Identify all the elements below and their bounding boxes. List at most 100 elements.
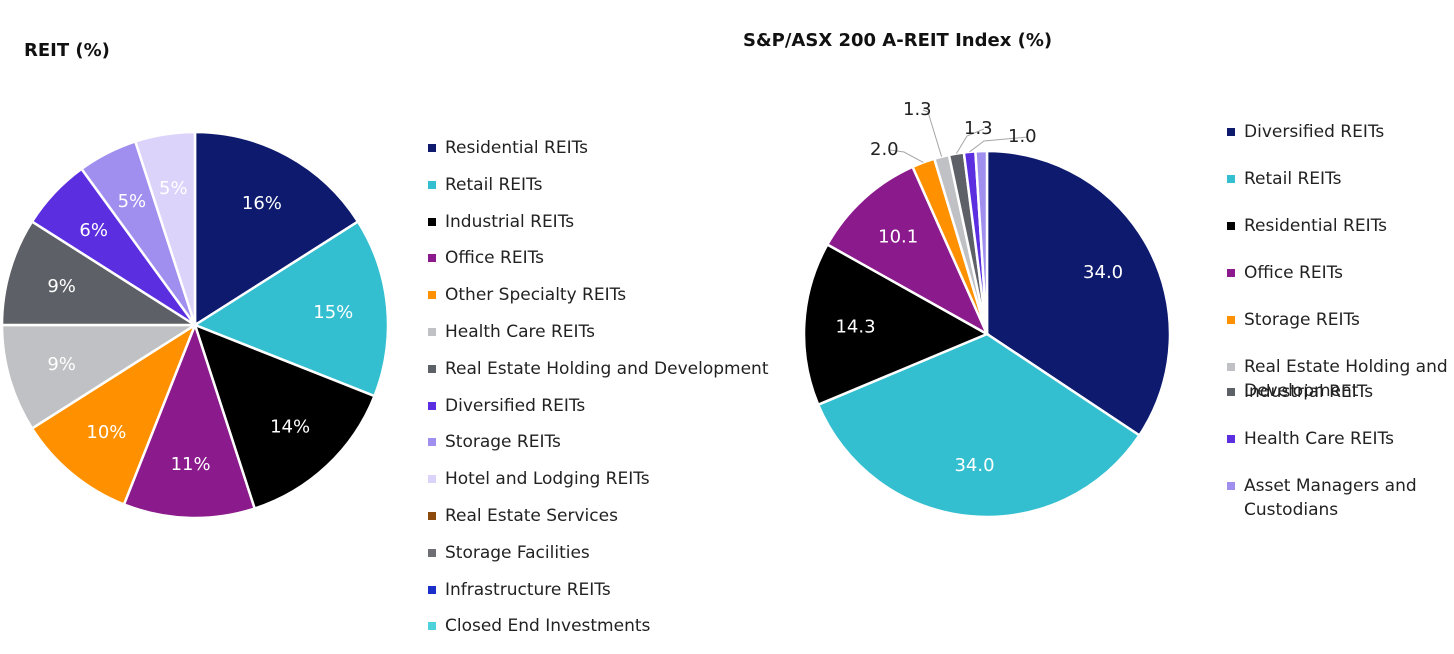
legend-item-closed-end-investments: Closed End Investments (428, 614, 788, 638)
legend-item-diversified-reits: Diversified REITs (1227, 120, 1451, 144)
legend-item-retail-reits: Retail REITs (428, 173, 788, 197)
legend-label: Residential REITs (1244, 216, 1388, 236)
legend-item-office-reits: Office REITs (428, 246, 788, 270)
pie-right-slice-residential-reits (802, 242, 990, 407)
legend-label: Diversified REITs (445, 395, 586, 416)
pie-left-slice-office-reits (122, 321, 257, 520)
legend-swatch (1227, 269, 1235, 277)
pie-right-slices (802, 149, 1172, 519)
legend-swatch (428, 548, 436, 557)
legend-swatch (428, 291, 436, 300)
legend-swatch (1227, 316, 1235, 324)
data-label-left-industrial-reits: 14% (270, 416, 310, 437)
legend-label: Industrial REITs (1244, 382, 1374, 402)
pie-left-slice-real-estate-holding-and-development (0, 219, 200, 327)
data-label-right-industrial-reits: 1.3 (964, 118, 993, 139)
legend-label: Real Estate Holding and Development (1244, 357, 1448, 401)
legend-label: Closed End Investments (445, 616, 651, 637)
data-label-right-health-care-reits: 1.0 (1008, 126, 1037, 147)
legend-label: Health Care REITs (1244, 429, 1394, 449)
data-label-left-storage-reits: 5% (118, 191, 147, 212)
legend-item-industrial-reits: Industrial REITs (428, 210, 788, 234)
pie-right-slice-retail-reits (816, 332, 1142, 519)
legend-label: Health Care REITs (445, 322, 595, 342)
legend-label: Residential REITs (445, 138, 589, 158)
chart-title-reit: REIT (%) (24, 40, 110, 61)
pie-left-slice-hotel-and-lodging-reits (133, 130, 197, 326)
legend-label: Asset Managers and Custodians (1244, 476, 1417, 520)
legend-item-other-specialty-reits: Other Specialty REITs (428, 283, 788, 307)
legend-item-hotel-and-lodging-reits: Hotel and Lodging REITs (428, 467, 788, 491)
legend-item-health-care-reits: Health Care REITs (428, 320, 788, 344)
legend-swatch (428, 622, 436, 631)
legend-item-storage-facilities: Storage Facilities (428, 541, 788, 565)
pie-left-slice-residential-reits (193, 130, 360, 328)
data-label-right-storage-reits: 2.0 (870, 139, 899, 160)
legend-swatch (428, 401, 436, 410)
legend-item-storage-reits: Storage REITs (428, 430, 788, 454)
legend-item-office-reits: Office REITs (1227, 261, 1451, 285)
legend-swatch (1227, 175, 1235, 183)
legend-label: Other Specialty REITs (445, 285, 627, 306)
data-label-left-diversified-reits: 6% (79, 220, 108, 241)
legend-swatch (1227, 222, 1235, 230)
legend-swatch (428, 475, 436, 484)
pie-left-slice-health-care-reits (0, 323, 200, 431)
data-label-right-diversified-reits: 34.0 (1083, 262, 1123, 283)
legend-label: Storage REITs (445, 432, 561, 453)
legend-swatch (428, 585, 436, 594)
legend-swatch (428, 364, 436, 373)
data-label-right-residential-reits: 14.3 (835, 317, 875, 338)
pie-left-slices (0, 130, 390, 520)
legend-label: Retail REITs (1244, 169, 1342, 189)
legend-swatch (428, 438, 436, 447)
legend-label: Office REITs (1244, 263, 1344, 283)
legend-swatch (428, 180, 436, 189)
legend-label: Industrial REITs (445, 211, 575, 232)
legend-swatch (428, 512, 436, 520)
legend-swatch (1227, 482, 1235, 490)
callout-line-real-estate-holding-and-development (922, 109, 943, 157)
data-label-right-retail-reits: 34.0 (954, 455, 994, 476)
legend-label: Hotel and Lodging REITs (445, 469, 650, 490)
data-label-left-retail-reits: 15% (313, 302, 353, 323)
legend-swatch (428, 328, 436, 336)
callout-line-storage-reits (889, 149, 924, 163)
legend-swatch (1227, 363, 1235, 371)
data-label-left-hotel-and-lodging-reits: 5% (159, 178, 188, 199)
legend-item-storage-reits: Storage REITs (1227, 308, 1451, 332)
callout-line-industrial-reits (955, 128, 985, 154)
legend-item-asset-managers-and-custodians: Asset Managers and Custodians (1227, 474, 1451, 522)
data-label-left-other-specialty-reits: 10% (86, 422, 126, 443)
legend-swatch (428, 254, 436, 263)
legend-label: Storage REITs (1244, 310, 1360, 330)
pie-left-slice-other-specialty-reits (30, 321, 198, 507)
legend-label: Real Estate Services (445, 506, 618, 526)
legend-swatch (428, 144, 436, 152)
pie-right-labels: 34.034.014.310.12.01.31.3 1.0 (835, 99, 1123, 476)
legend-label: Retail REITs (445, 174, 543, 195)
pie-right-slice-office-reits (825, 165, 990, 337)
pie-left-labels: 16% 15% 14% 11% 10% 9% 9% 6% 5% 5% (47, 178, 353, 475)
legend-label: Office REITs (445, 248, 545, 269)
legend-item-real-estate-services: Real Estate Services (428, 504, 788, 528)
legend-item-residential-reits: Residential REITs (428, 136, 788, 160)
legend-swatch (1227, 435, 1235, 443)
legend-item-industrial-reits: Industrial REITs (1227, 380, 1451, 404)
legend-item-residential-reits: Residential REITs (1227, 214, 1451, 238)
legend-swatch (1227, 388, 1235, 396)
chart-title-asx: S&P/ASX 200 A-REIT Index (%) (743, 30, 1053, 51)
legend-item-retail-reits: Retail REITs (1227, 167, 1451, 191)
data-label-left-health-care-reits: 9% (47, 354, 76, 375)
pie-right-slice-asset-managers-and-custodians (974, 149, 989, 335)
data-label-right-office-reits: 10.1 (878, 227, 918, 248)
callout-line-health-care-reits (969, 136, 1029, 153)
legend-item-diversified-reits: Diversified REITs (428, 394, 788, 418)
data-label-left-real-estate-holding-and-development: 9% (47, 276, 76, 297)
pie-left-slice-retail-reits (192, 219, 390, 398)
legend-item-health-care-reits: Health Care REITs (1227, 427, 1451, 451)
data-label-left-office-reits: 11% (171, 454, 211, 475)
legend-label: Infrastructure REITs (445, 579, 611, 600)
legend-item-real-estate-holding-and-development: Real Estate Holding and Development (428, 357, 788, 381)
